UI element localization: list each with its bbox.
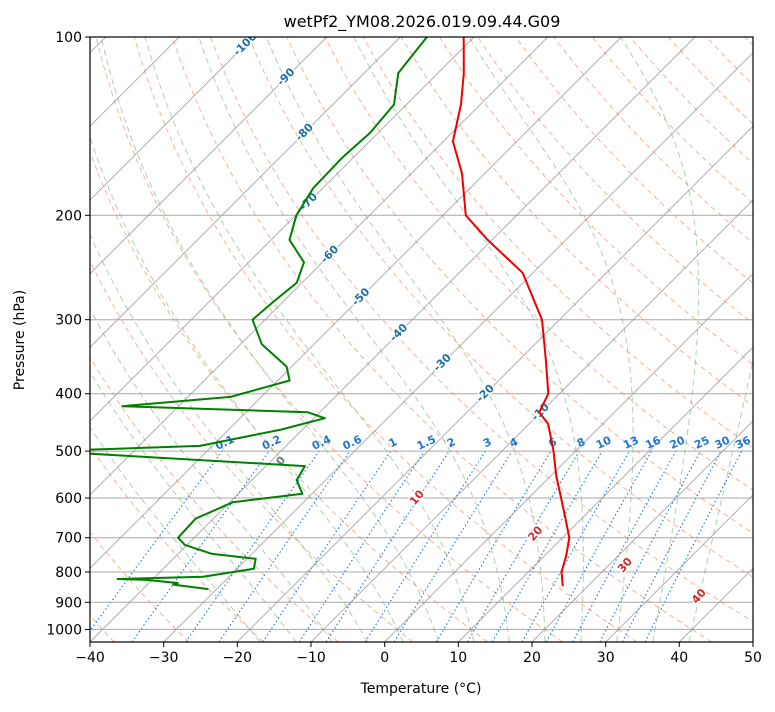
y-tick-label: 300 [55,313,82,329]
y-tick-label: 200 [55,208,82,224]
y-tick-label: 1000 [46,622,82,638]
y-tick-label: 900 [55,595,82,611]
y-tick-label: 800 [55,565,82,581]
x-axis-title: Temperature (°C) [360,681,482,697]
x-tick-label: −40 [75,650,105,666]
y-tick-label: 600 [55,491,82,507]
x-tick-label: 40 [670,650,688,666]
x-tick-label: −20 [223,650,253,666]
x-tick-label: 50 [744,650,762,666]
y-tick-label: 700 [55,531,82,547]
chart-title: wetPf2_YM08.2026.019.09.44.G09 [284,12,561,32]
x-tick-label: 0 [380,650,389,666]
y-tick-label: 100 [55,30,82,46]
y-tick-label: 400 [55,387,82,403]
y-tick-label: 500 [55,444,82,460]
y-axis-title: Pressure (hPa) [12,290,28,390]
x-tick-label: 30 [597,650,615,666]
x-tick-label: −10 [296,650,326,666]
x-tick-label: 10 [449,650,467,666]
x-tick-label: 20 [523,650,541,666]
x-tick-label: −30 [149,650,179,666]
